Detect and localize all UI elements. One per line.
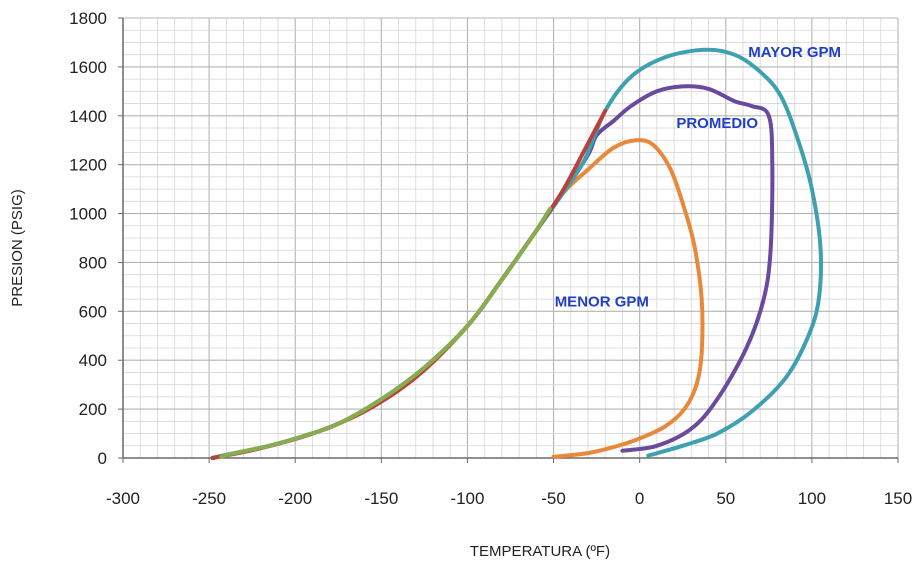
curve-annotations: MAYOR GPM PROMEDIO MENOR GPM (555, 44, 841, 310)
y-tick-label: 1800 (69, 9, 107, 28)
x-tick-labels: -300 -250 -200 -150 -100 -50 0 50 100 150 (106, 458, 912, 508)
x-tick-label: 100 (798, 489, 826, 508)
chart-grid (122, 17, 899, 459)
curve-annotation-label: MAYOR GPM (748, 44, 841, 61)
curve-annotation-label: MENOR GPM (555, 293, 649, 310)
x-axis-title: TEMPERATURA (ºF) (470, 543, 610, 560)
y-tick-label: 1200 (69, 156, 107, 175)
y-tick-label: 400 (79, 351, 107, 370)
y-axis-title: PRESION (PSIG) (9, 189, 26, 307)
x-tick-label: 50 (716, 489, 735, 508)
y-tick-label: 800 (79, 253, 107, 272)
y-tick-label: 1000 (69, 205, 107, 224)
x-tick-label: -50 (541, 489, 566, 508)
x-tick-label: 150 (884, 489, 912, 508)
y-tick-labels: 0 200 400 600 800 1000 1200 1400 1600 1800 (69, 9, 123, 468)
series-line-segment-3 (210, 108, 608, 460)
x-tick-label: -200 (278, 489, 312, 508)
curve-annotation-label: PROMEDIO (676, 115, 758, 132)
x-tick-label: 0 (635, 489, 644, 508)
y-tick-label: 0 (98, 449, 107, 468)
y-tick-label: 1400 (69, 107, 107, 126)
series-layer (210, 47, 823, 460)
x-tick-label: -100 (450, 489, 484, 508)
y-tick-label: 600 (79, 302, 107, 321)
series-line-segment-4 (219, 206, 553, 459)
x-tick-label: -250 (192, 489, 226, 508)
y-tick-label: 1600 (69, 58, 107, 77)
y-tick-label: 200 (79, 400, 107, 419)
x-tick-label: -300 (106, 489, 140, 508)
x-tick-label: -150 (364, 489, 398, 508)
